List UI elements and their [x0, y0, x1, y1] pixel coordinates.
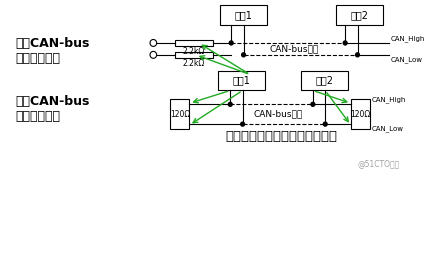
Circle shape — [323, 122, 327, 126]
Circle shape — [229, 41, 233, 45]
Bar — [170, 99, 190, 129]
Text: CAN_Low: CAN_Low — [372, 125, 404, 132]
Text: 元件2: 元件2 — [315, 76, 333, 86]
Text: 2.2kΩ: 2.2kΩ — [183, 59, 205, 68]
Circle shape — [228, 102, 232, 106]
Text: 低速CAN-bus
终端电阻接法: 低速CAN-bus 终端电阻接法 — [15, 37, 90, 65]
Bar — [336, 5, 383, 25]
Bar — [351, 99, 370, 129]
Text: 元件1: 元件1 — [235, 10, 252, 20]
Circle shape — [150, 39, 157, 47]
Circle shape — [150, 51, 157, 58]
Circle shape — [311, 102, 315, 106]
Text: 高速CAN-bus
终端电阻接法: 高速CAN-bus 终端电阻接法 — [15, 95, 90, 123]
Bar — [301, 71, 348, 91]
Circle shape — [241, 122, 245, 126]
Bar — [220, 5, 267, 25]
Text: CAN-bus电缆: CAN-bus电缆 — [253, 110, 302, 119]
Circle shape — [343, 41, 347, 45]
Text: 120Ω: 120Ω — [350, 110, 371, 119]
Circle shape — [356, 53, 359, 57]
Bar — [175, 40, 212, 46]
Text: 2.2kΩ: 2.2kΩ — [183, 47, 205, 56]
Circle shape — [242, 53, 246, 57]
Text: 120Ω: 120Ω — [170, 110, 190, 119]
Bar — [175, 52, 212, 58]
Text: @51CTO博客: @51CTO博客 — [357, 159, 400, 168]
Text: 使线路阻抗连续，信号波形完整: 使线路阻抗连续，信号波形完整 — [225, 131, 338, 144]
Bar — [218, 71, 265, 91]
Text: CAN_High: CAN_High — [372, 97, 406, 103]
Text: CAN-bus电缆: CAN-bus电缆 — [270, 44, 319, 53]
Text: 元件1: 元件1 — [233, 76, 251, 86]
Text: 元件2: 元件2 — [350, 10, 369, 20]
Text: CAN_Low: CAN_Low — [391, 56, 423, 63]
Text: CAN_High: CAN_High — [391, 35, 425, 42]
